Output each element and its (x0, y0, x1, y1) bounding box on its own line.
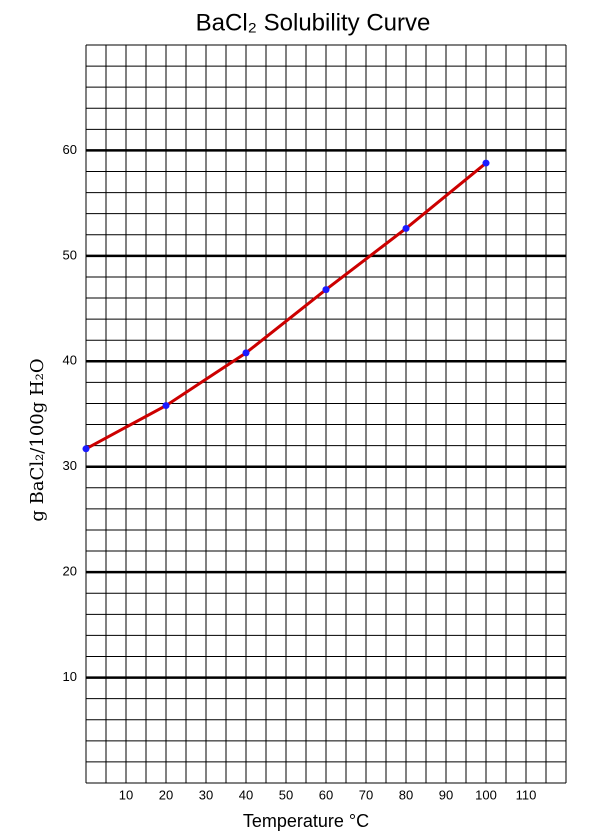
y-tick-label: 60 (63, 142, 77, 157)
y-tick-label: 40 (63, 353, 77, 368)
x-tick-label: 40 (239, 787, 253, 802)
y-tick-label: 30 (63, 458, 77, 473)
x-tick-label: 110 (516, 787, 537, 802)
x-tick-label: 80 (399, 787, 413, 802)
line (85, 161, 487, 451)
x-tick-label: 50 (279, 787, 293, 802)
point (82, 445, 90, 453)
point (482, 159, 490, 167)
point (402, 224, 410, 232)
x-tick-label: 100 (475, 787, 497, 802)
x-axis-label: Temperature °C (243, 811, 369, 831)
y-axis-label: g BaCl₂/100g H₂O (27, 358, 48, 521)
x-tick-label: 70 (359, 787, 373, 802)
x-tick-label: 90 (439, 787, 453, 802)
point (322, 286, 330, 294)
x-tick-label: 10 (119, 787, 133, 802)
x-tick-label: 60 (319, 787, 333, 802)
chart-title: BaCl₂ Solubility Curve (196, 9, 431, 36)
x-tick-label: 20 (159, 787, 173, 802)
x-tick-label: 30 (199, 787, 213, 802)
y-tick-label: 10 (63, 669, 77, 684)
y-tick-label: 50 (63, 247, 77, 262)
point (242, 349, 250, 357)
y-tick-label: 20 (63, 564, 77, 579)
point (162, 402, 170, 410)
